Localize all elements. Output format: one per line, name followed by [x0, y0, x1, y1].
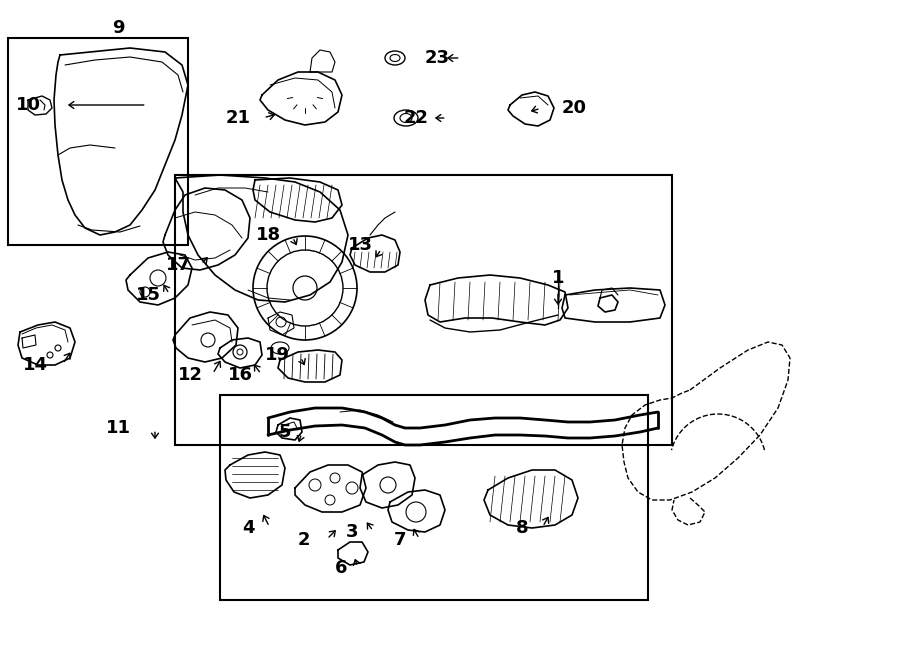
- Text: 6: 6: [335, 559, 347, 577]
- Bar: [8, 38, 188, 245]
- Text: 21: 21: [226, 109, 250, 127]
- Text: 1: 1: [552, 269, 564, 287]
- Ellipse shape: [271, 342, 289, 354]
- Bar: [175, 175, 672, 445]
- Text: 22: 22: [403, 109, 428, 127]
- Ellipse shape: [400, 114, 412, 122]
- Text: 18: 18: [256, 226, 281, 244]
- Text: 19: 19: [265, 346, 290, 364]
- Circle shape: [233, 345, 247, 359]
- Text: 16: 16: [228, 366, 253, 384]
- Text: 4: 4: [242, 519, 254, 537]
- Text: 17: 17: [166, 256, 191, 274]
- Text: 2: 2: [298, 531, 310, 549]
- Text: 23: 23: [425, 49, 449, 67]
- Text: 3: 3: [346, 523, 358, 541]
- Text: 14: 14: [22, 356, 48, 374]
- Text: 20: 20: [562, 99, 587, 117]
- Ellipse shape: [385, 51, 405, 65]
- Text: 11: 11: [105, 419, 130, 437]
- Text: 9: 9: [112, 19, 124, 37]
- Bar: [220, 395, 648, 600]
- Text: 12: 12: [177, 366, 202, 384]
- Text: 10: 10: [15, 96, 40, 114]
- Text: 5: 5: [279, 423, 292, 441]
- Text: 8: 8: [516, 519, 528, 537]
- Text: 13: 13: [347, 236, 373, 254]
- Text: 15: 15: [136, 286, 160, 304]
- Ellipse shape: [390, 54, 400, 61]
- Ellipse shape: [394, 110, 418, 126]
- Text: 7: 7: [394, 531, 406, 549]
